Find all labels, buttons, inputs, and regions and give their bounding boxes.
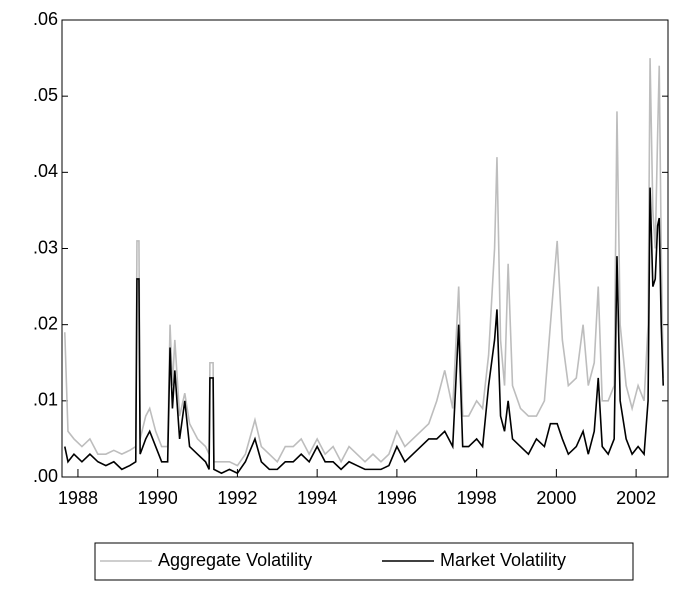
y-tick-label: .02 xyxy=(33,313,58,333)
legend-label: Aggregate Volatility xyxy=(158,550,312,570)
x-tick-label: 1994 xyxy=(297,488,337,508)
y-tick-label: .03 xyxy=(33,237,58,257)
legend-box xyxy=(94,542,634,581)
x-tick-label: 2002 xyxy=(616,488,656,508)
legend-label: Market Volatility xyxy=(440,550,566,570)
y-tick-label: .01 xyxy=(33,390,58,410)
x-tick-label: 1998 xyxy=(457,488,497,508)
y-tick-label: .00 xyxy=(33,466,58,486)
plot-frame xyxy=(61,19,669,478)
x-tick-label: 2000 xyxy=(536,488,576,508)
x-tick-label: 1990 xyxy=(138,488,178,508)
y-tick-label: .06 xyxy=(33,9,58,29)
y-tick-label: .04 xyxy=(33,161,58,181)
line xyxy=(63,58,665,467)
y-tick-label: .05 xyxy=(33,85,58,105)
x-tick-label: 1992 xyxy=(217,488,257,508)
line xyxy=(64,187,665,475)
x-tick-label: 1988 xyxy=(58,488,98,508)
x-tick-label: 1996 xyxy=(377,488,417,508)
